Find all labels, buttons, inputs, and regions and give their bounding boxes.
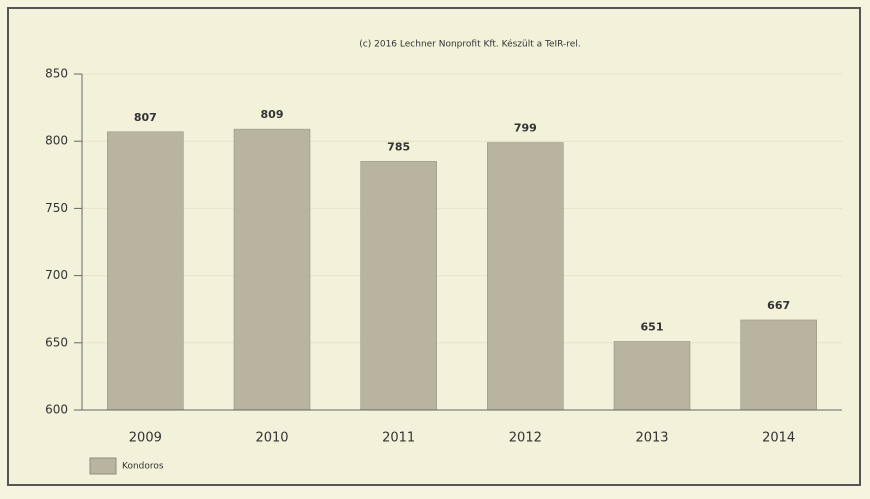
bar	[360, 161, 437, 411]
y-tick-label: 800	[45, 134, 68, 148]
value-label: 809	[261, 108, 284, 121]
bar	[233, 128, 311, 411]
x-tick-label: 2012	[509, 431, 542, 446]
y-tick-label: 850	[45, 67, 68, 81]
bar	[107, 131, 184, 411]
bar	[740, 319, 817, 411]
chart-title: (c) 2016 Lechner Nonprofit Kft. Készült …	[359, 39, 580, 50]
bar	[613, 341, 691, 411]
bar	[487, 142, 564, 411]
x-tick-label: 2010	[255, 431, 288, 446]
value-label: 807	[134, 111, 157, 124]
x-tick-label: 2014	[762, 431, 795, 446]
x-tick-label: 2009	[129, 431, 162, 446]
value-label: 667	[767, 299, 790, 312]
x-tick-label: 2013	[635, 431, 668, 446]
value-label: 651	[641, 320, 664, 333]
y-tick-label: 700	[45, 268, 68, 282]
legend-swatch	[89, 457, 117, 475]
y-tick-label: 650	[45, 335, 68, 349]
y-tick-label: 600	[45, 403, 68, 417]
value-label: 799	[514, 122, 537, 135]
legend-label: Kondoros	[122, 462, 164, 472]
y-tick-label: 750	[45, 201, 68, 215]
value-label: 785	[387, 140, 410, 153]
x-tick-label: 2011	[382, 431, 415, 446]
